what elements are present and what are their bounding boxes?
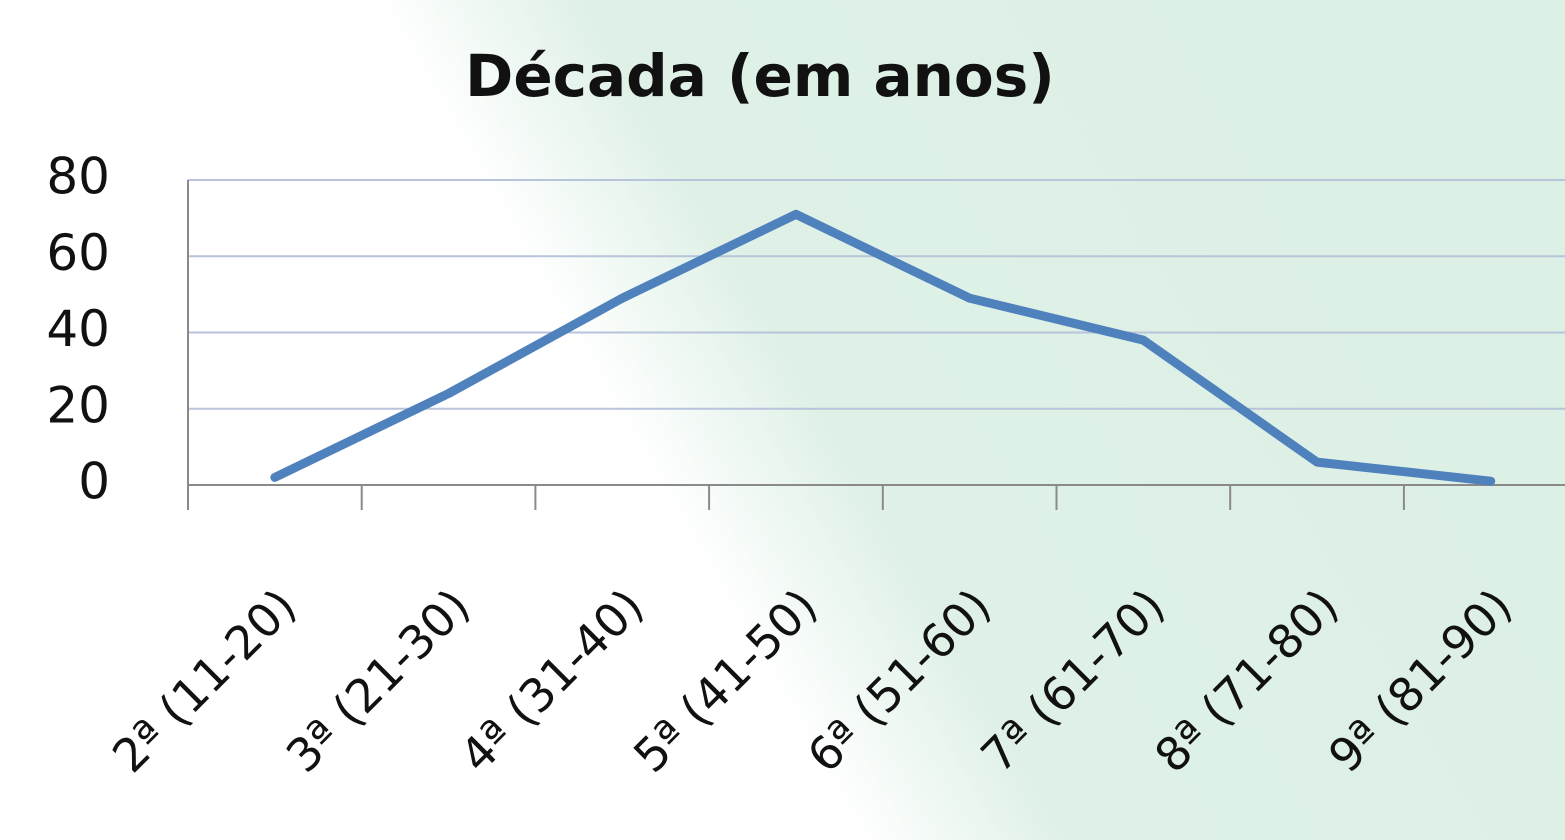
x-tick-label: 2ª (11-20) [102, 578, 306, 782]
y-tick-label: 0 [78, 453, 110, 511]
x-tick-label: 6ª (51-60) [797, 578, 1001, 782]
y-tick-label: 60 [46, 224, 110, 282]
y-tick-label: 20 [46, 376, 110, 434]
x-tick-label: 3ª (21-30) [276, 578, 480, 782]
x-tick-label: 8ª (71-80) [1144, 578, 1348, 782]
x-tick-label: 5ª (41-50) [623, 578, 827, 782]
x-tick-label: 4ª (31-40) [449, 578, 653, 782]
line [270, 209, 1496, 486]
chart-title: Década (em anos) [465, 42, 1055, 110]
y-tick-label: 40 [46, 300, 110, 358]
x-tick-label: 7ª (61-70) [971, 578, 1175, 782]
x-tick-label: 9ª (81-90) [1318, 578, 1522, 782]
y-tick-label: 80 [46, 148, 110, 206]
